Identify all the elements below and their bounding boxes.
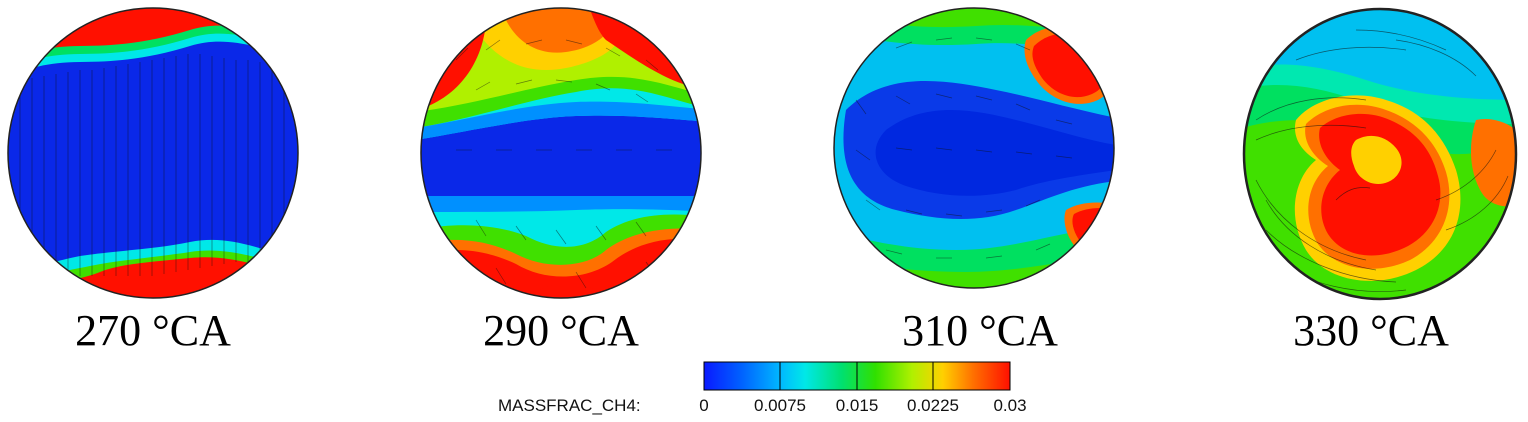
velocity-vectors [1255,29,1509,292]
panel-label: 270 °CA [75,306,231,355]
panel-label: 290 °CA [483,306,639,355]
panel-label: 330 °CA [1293,306,1449,355]
velocity-vectors [19,54,285,276]
colorbar-tick-label: 0.015 [835,396,879,415]
colorbar-tick-label: 0.0225 [907,396,959,415]
colorbar [703,361,1011,391]
colorbar-tick-label: 0 [699,396,709,415]
panel-290: 290 °CA [416,0,796,360]
contour-disk-270 [7,7,299,299]
panel-270: 270 °CA [0,0,380,360]
panel-label: 310 °CA [902,306,1058,355]
panel-330: 330 °CA [1236,0,1528,360]
contour-disk-310 [833,7,1115,289]
contour-disk-330 [1242,7,1518,301]
panel-310: 310 °CA [826,0,1206,360]
colorbar-tick-label: 0.0075 [754,396,806,415]
colorbar-title: MASSFRAC_CH4: [498,396,641,415]
contour-disk-290 [420,7,702,299]
colorbar-tick-label: 0.03 [993,396,1027,415]
